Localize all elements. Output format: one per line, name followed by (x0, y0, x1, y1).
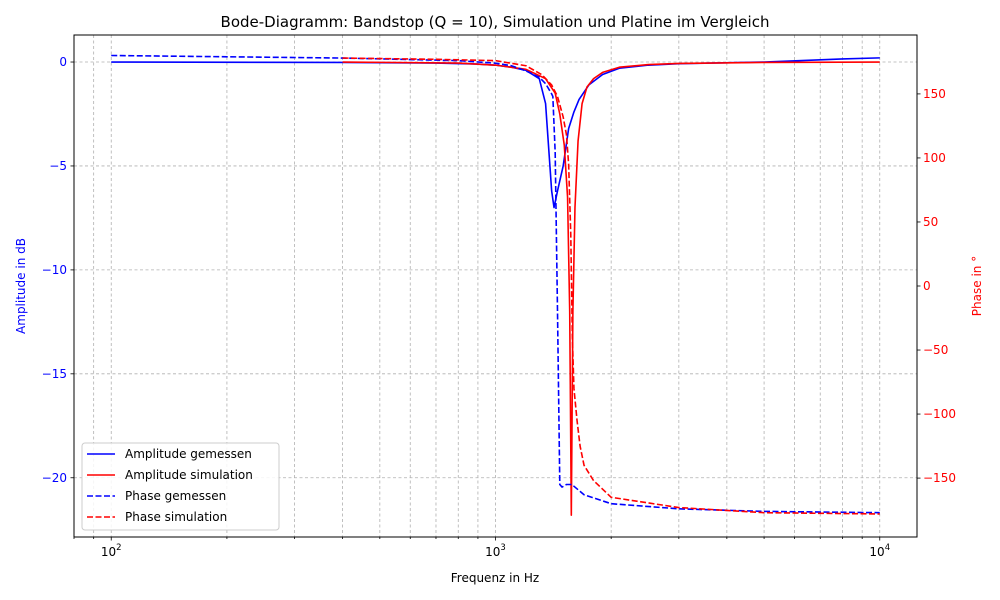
y-right-tick-label: 50 (923, 215, 938, 229)
x-tick-base: 10 (101, 545, 116, 559)
x-tick-label: 104 (869, 543, 890, 559)
legend-label: Amplitude gemessen (125, 447, 252, 461)
y-right-tick-label: 150 (923, 87, 946, 101)
x-tick-base: 10 (485, 545, 500, 559)
chart-title: Bode-Diagramm: Bandstop (Q = 10), Simula… (221, 13, 770, 31)
y-left-tick-label: 0 (59, 55, 67, 69)
series-line-1 (342, 61, 880, 516)
y-right-tick-label: −150 (923, 471, 956, 485)
x-tick-label: 102 (101, 543, 122, 559)
y-axis-left-label: Amplitude in dB (14, 238, 28, 334)
x-tick-label: 103 (485, 543, 506, 559)
legend-label: Phase simulation (125, 510, 227, 524)
y-right-tick-label: −50 (923, 343, 948, 357)
x-tick-exponent: 2 (116, 543, 121, 553)
grid-lines (73, 35, 917, 537)
y-axis-right-label: Phase in ° (970, 256, 984, 316)
x-axis-label: Frequenz in Hz (451, 571, 539, 585)
y-left-tick-label: −10 (42, 263, 67, 277)
legend-box (81, 442, 280, 531)
x-tick-exponent: 4 (885, 543, 890, 553)
series-line-3 (342, 57, 880, 515)
legend: Amplitude gemessen Amplitude simulation Ph… (81, 442, 280, 531)
y-left-tick-label: −5 (49, 159, 67, 173)
series-line-2 (111, 54, 880, 514)
y-left-tick-label: −15 (42, 367, 67, 381)
legend-label: Amplitude simulation (125, 468, 253, 482)
y-right-tick-label: 0 (923, 279, 931, 293)
y-left-tick-label: −20 (42, 471, 67, 485)
y-right-tick-label: −100 (923, 407, 956, 421)
series-group (111, 54, 880, 516)
y-right-tick-label: 100 (923, 151, 946, 165)
x-tick-exponent: 3 (500, 543, 505, 553)
legend-label: Phase gemessen (125, 489, 226, 503)
x-tick-base: 10 (869, 545, 884, 559)
